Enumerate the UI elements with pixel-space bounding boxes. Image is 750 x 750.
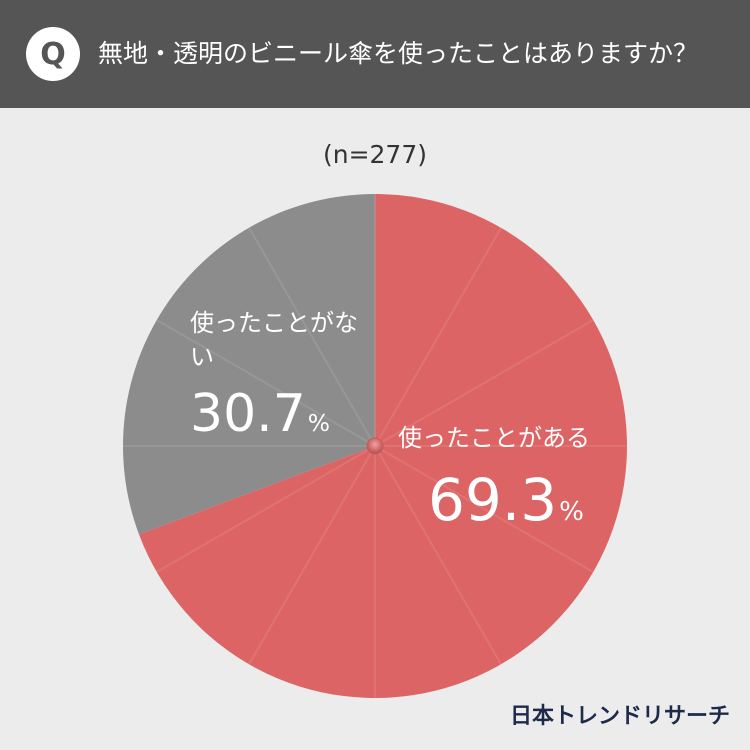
slice-label-notused-unit: %	[307, 409, 331, 437]
slice-label-used: 使ったことがある 69.3%	[398, 420, 590, 544]
slice-label-used-unit: %	[559, 497, 584, 527]
slice-label-used-value: 69.3	[428, 466, 558, 534]
slice-label-used-category: 使ったことがある	[398, 424, 590, 452]
question-text: 無地・透明のビニール傘を使ったことはありますか？	[98, 39, 699, 68]
umbrella-rib	[374, 445, 594, 573]
sample-size: (n=277)	[322, 140, 428, 169]
umbrella-rib	[374, 445, 502, 665]
question-badge: Q	[26, 27, 80, 81]
pie-slice-notused	[123, 194, 375, 535]
umbrella-rib	[374, 319, 594, 447]
umbrella-rib	[248, 227, 376, 447]
umbrella-rib	[248, 445, 376, 665]
slice-label-notused: 使ったことがない 30.7%	[190, 306, 360, 453]
umbrella-rib	[374, 227, 502, 447]
slice-label-used-percent: 69.3%	[428, 468, 590, 544]
slice-label-notused-category: 使ったことがない	[190, 309, 358, 371]
umbrella-hub-icon	[366, 437, 384, 455]
slice-label-notused-value: 30.7	[190, 384, 306, 444]
brand-logo: 日本トレンドリサーチ	[509, 704, 730, 729]
umbrella-rib	[156, 445, 376, 573]
slice-label-notused-percent: 30.7%	[190, 384, 360, 453]
umbrella-rib	[156, 319, 376, 447]
question-header: Q 無地・透明のビニール傘を使ったことはありますか？	[0, 0, 750, 108]
